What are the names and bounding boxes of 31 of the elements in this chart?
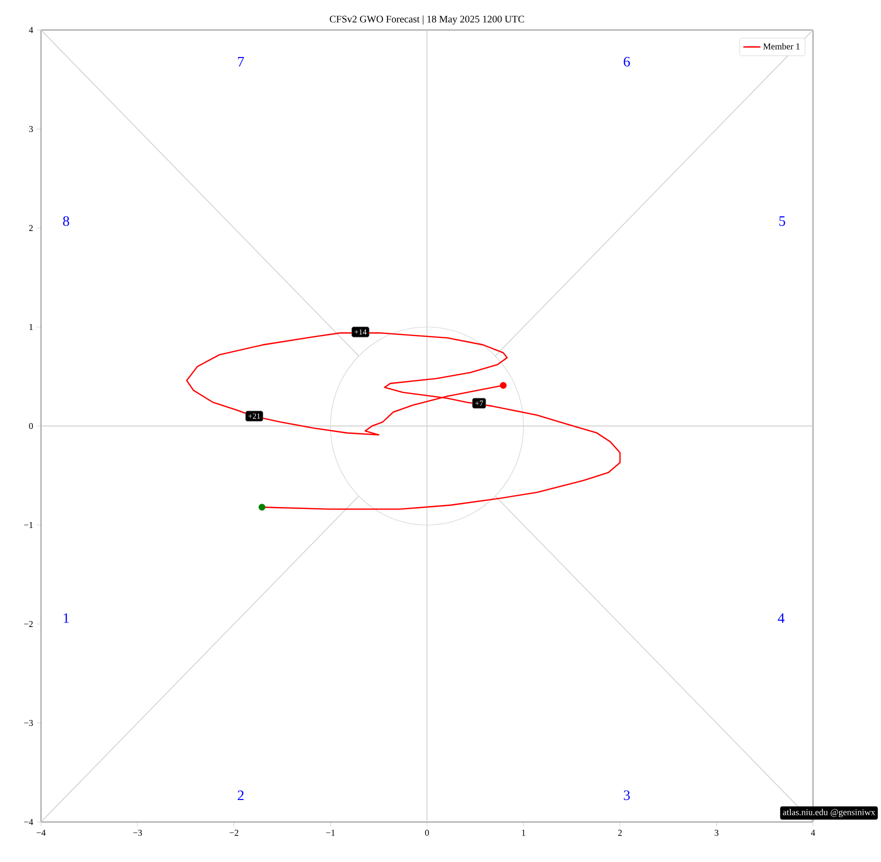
x-tick-label: 1 bbox=[522, 830, 526, 836]
x-tick-label: −3 bbox=[133, 830, 142, 836]
point bbox=[500, 382, 507, 389]
legend-label: Member 1 bbox=[763, 43, 800, 50]
y-tick-label: −2 bbox=[24, 621, 33, 627]
y-tick-label: 1 bbox=[30, 324, 33, 330]
annotation: 8 bbox=[63, 216, 70, 226]
x-tick-label: −4 bbox=[36, 830, 46, 836]
x-tick-label: −1 bbox=[326, 830, 335, 836]
x-tick-label: 2 bbox=[618, 830, 622, 836]
annotation: atlas.niu.edu @gensiniwx bbox=[782, 808, 876, 818]
annotation: 7 bbox=[238, 56, 244, 66]
annotation: 3 bbox=[624, 790, 630, 800]
annotation: 2 bbox=[238, 790, 244, 800]
y-tick-label: 4 bbox=[28, 27, 34, 33]
annotation: 4 bbox=[778, 613, 785, 623]
x-tick-label: 0 bbox=[425, 830, 429, 836]
x-tick-label: 4 bbox=[810, 830, 816, 836]
annotation: 1 bbox=[64, 613, 69, 623]
annotation: 5 bbox=[779, 216, 786, 226]
y-tick-label: 0 bbox=[29, 422, 33, 430]
y-tick-label: 3 bbox=[29, 126, 33, 132]
annotation: 6 bbox=[624, 56, 630, 66]
point bbox=[258, 504, 266, 511]
y-tick-label: −3 bbox=[24, 720, 33, 726]
y-tick-label: −1 bbox=[24, 522, 33, 528]
y-tick-label: 2 bbox=[29, 225, 33, 231]
chart-title: CFSv2 GWO Forecast | 18 May 2025 1200 UTC bbox=[330, 15, 524, 25]
x-tick-label: 3 bbox=[714, 830, 718, 836]
y-tick-label: −4 bbox=[24, 819, 34, 825]
x-tick-label: −2 bbox=[230, 830, 238, 836]
